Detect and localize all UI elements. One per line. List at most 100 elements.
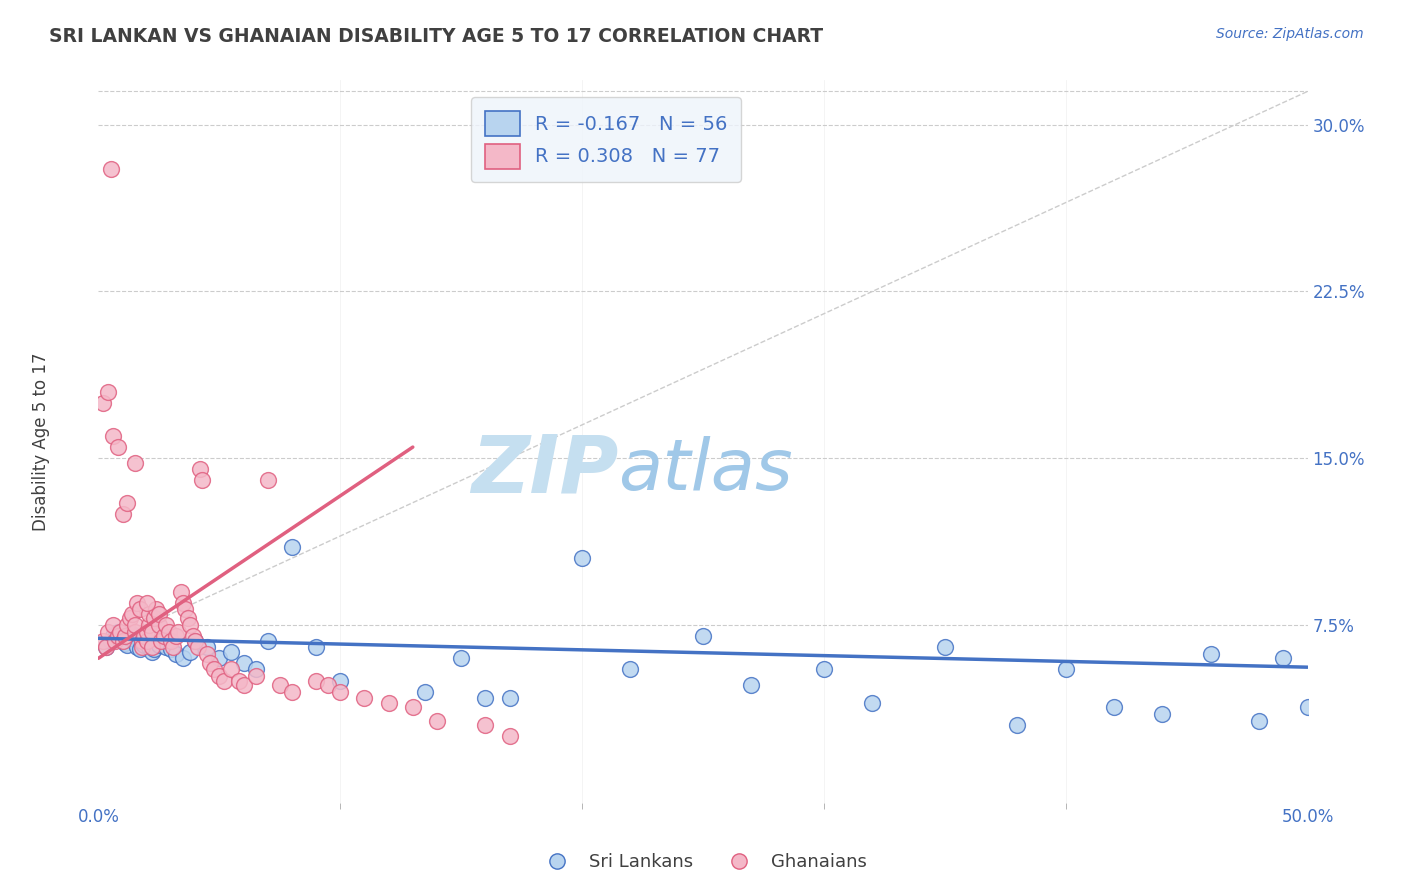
Point [256, 474, 278, 488]
Point [141, 624, 163, 639]
Point [860, 696, 883, 710]
Point [91, 633, 114, 648]
Point [402, 700, 425, 714]
Point [104, 633, 127, 648]
Text: SRI LANKAN VS GHANAIAN DISABILITY AGE 5 TO 17 CORRELATION CHART: SRI LANKAN VS GHANAIAN DISABILITY AGE 5 … [49, 27, 824, 45]
Point [124, 629, 146, 643]
Text: Source: ZipAtlas.com: Source: ZipAtlas.com [1216, 27, 1364, 41]
Point [135, 633, 157, 648]
Point [128, 642, 150, 657]
Text: atlas: atlas [619, 436, 793, 505]
Point [245, 662, 267, 676]
Point [152, 629, 174, 643]
Point [152, 633, 174, 648]
Point [172, 651, 194, 665]
Point [128, 602, 150, 616]
Point [131, 633, 153, 648]
Point [157, 624, 180, 639]
Point [135, 633, 157, 648]
Point [108, 627, 131, 641]
Point [177, 611, 200, 625]
Point [198, 656, 221, 670]
Point [256, 633, 278, 648]
Point [208, 669, 231, 683]
Point [148, 618, 170, 632]
Point [100, 162, 122, 177]
Point [145, 602, 167, 616]
Point [619, 662, 641, 676]
Point [111, 633, 134, 648]
Point [184, 633, 207, 648]
Point [208, 651, 231, 665]
Point [232, 678, 254, 692]
Point [160, 633, 183, 648]
Point [118, 632, 141, 646]
Point [1152, 706, 1174, 721]
Point [498, 691, 520, 706]
Point [121, 607, 143, 621]
Point [143, 642, 166, 657]
Point [181, 629, 204, 643]
Point [141, 645, 163, 659]
Point [94, 640, 117, 655]
Point [353, 691, 375, 706]
Point [169, 584, 191, 599]
Point [101, 618, 124, 632]
Point [1102, 700, 1125, 714]
Point [212, 673, 235, 688]
Point [172, 596, 194, 610]
Point [1007, 718, 1029, 732]
Point [1296, 700, 1319, 714]
Point [1249, 714, 1271, 728]
Point [134, 629, 156, 643]
Point [1199, 647, 1222, 661]
Point [138, 607, 160, 621]
Point [91, 395, 114, 409]
Point [571, 551, 593, 566]
Point [692, 629, 714, 643]
Point [1272, 651, 1295, 665]
Point [148, 607, 170, 621]
Point [107, 624, 129, 639]
Point [413, 684, 436, 698]
Point [221, 662, 243, 676]
Point [111, 507, 134, 521]
Point [150, 633, 173, 648]
Point [121, 627, 143, 641]
Point [305, 640, 328, 655]
Point [474, 718, 496, 732]
Point [269, 678, 291, 692]
Point [377, 696, 399, 710]
Point [114, 636, 136, 650]
Point [143, 611, 166, 625]
Point [155, 640, 177, 655]
Point [813, 662, 835, 676]
Point [281, 684, 304, 698]
Point [118, 611, 141, 625]
Point [114, 629, 136, 643]
Point [108, 624, 131, 639]
Point [329, 684, 352, 698]
Point [1054, 662, 1077, 676]
Point [179, 645, 201, 659]
Point [188, 462, 211, 476]
Point [195, 640, 218, 655]
Point [117, 638, 139, 652]
Point [450, 651, 472, 665]
Point [474, 691, 496, 706]
Point [107, 629, 129, 643]
Point [305, 673, 328, 688]
Point [94, 640, 117, 655]
Y-axis label: Disability Age 5 to 17: Disability Age 5 to 17 [32, 352, 51, 531]
Point [228, 673, 250, 688]
Point [740, 678, 762, 692]
Point [179, 618, 201, 632]
Point [97, 624, 120, 639]
Point [124, 456, 146, 470]
Point [138, 618, 160, 632]
Text: ZIP: ZIP [471, 432, 619, 509]
Point [141, 640, 163, 655]
Point [184, 633, 207, 648]
Point [117, 496, 139, 510]
Point [97, 384, 120, 399]
